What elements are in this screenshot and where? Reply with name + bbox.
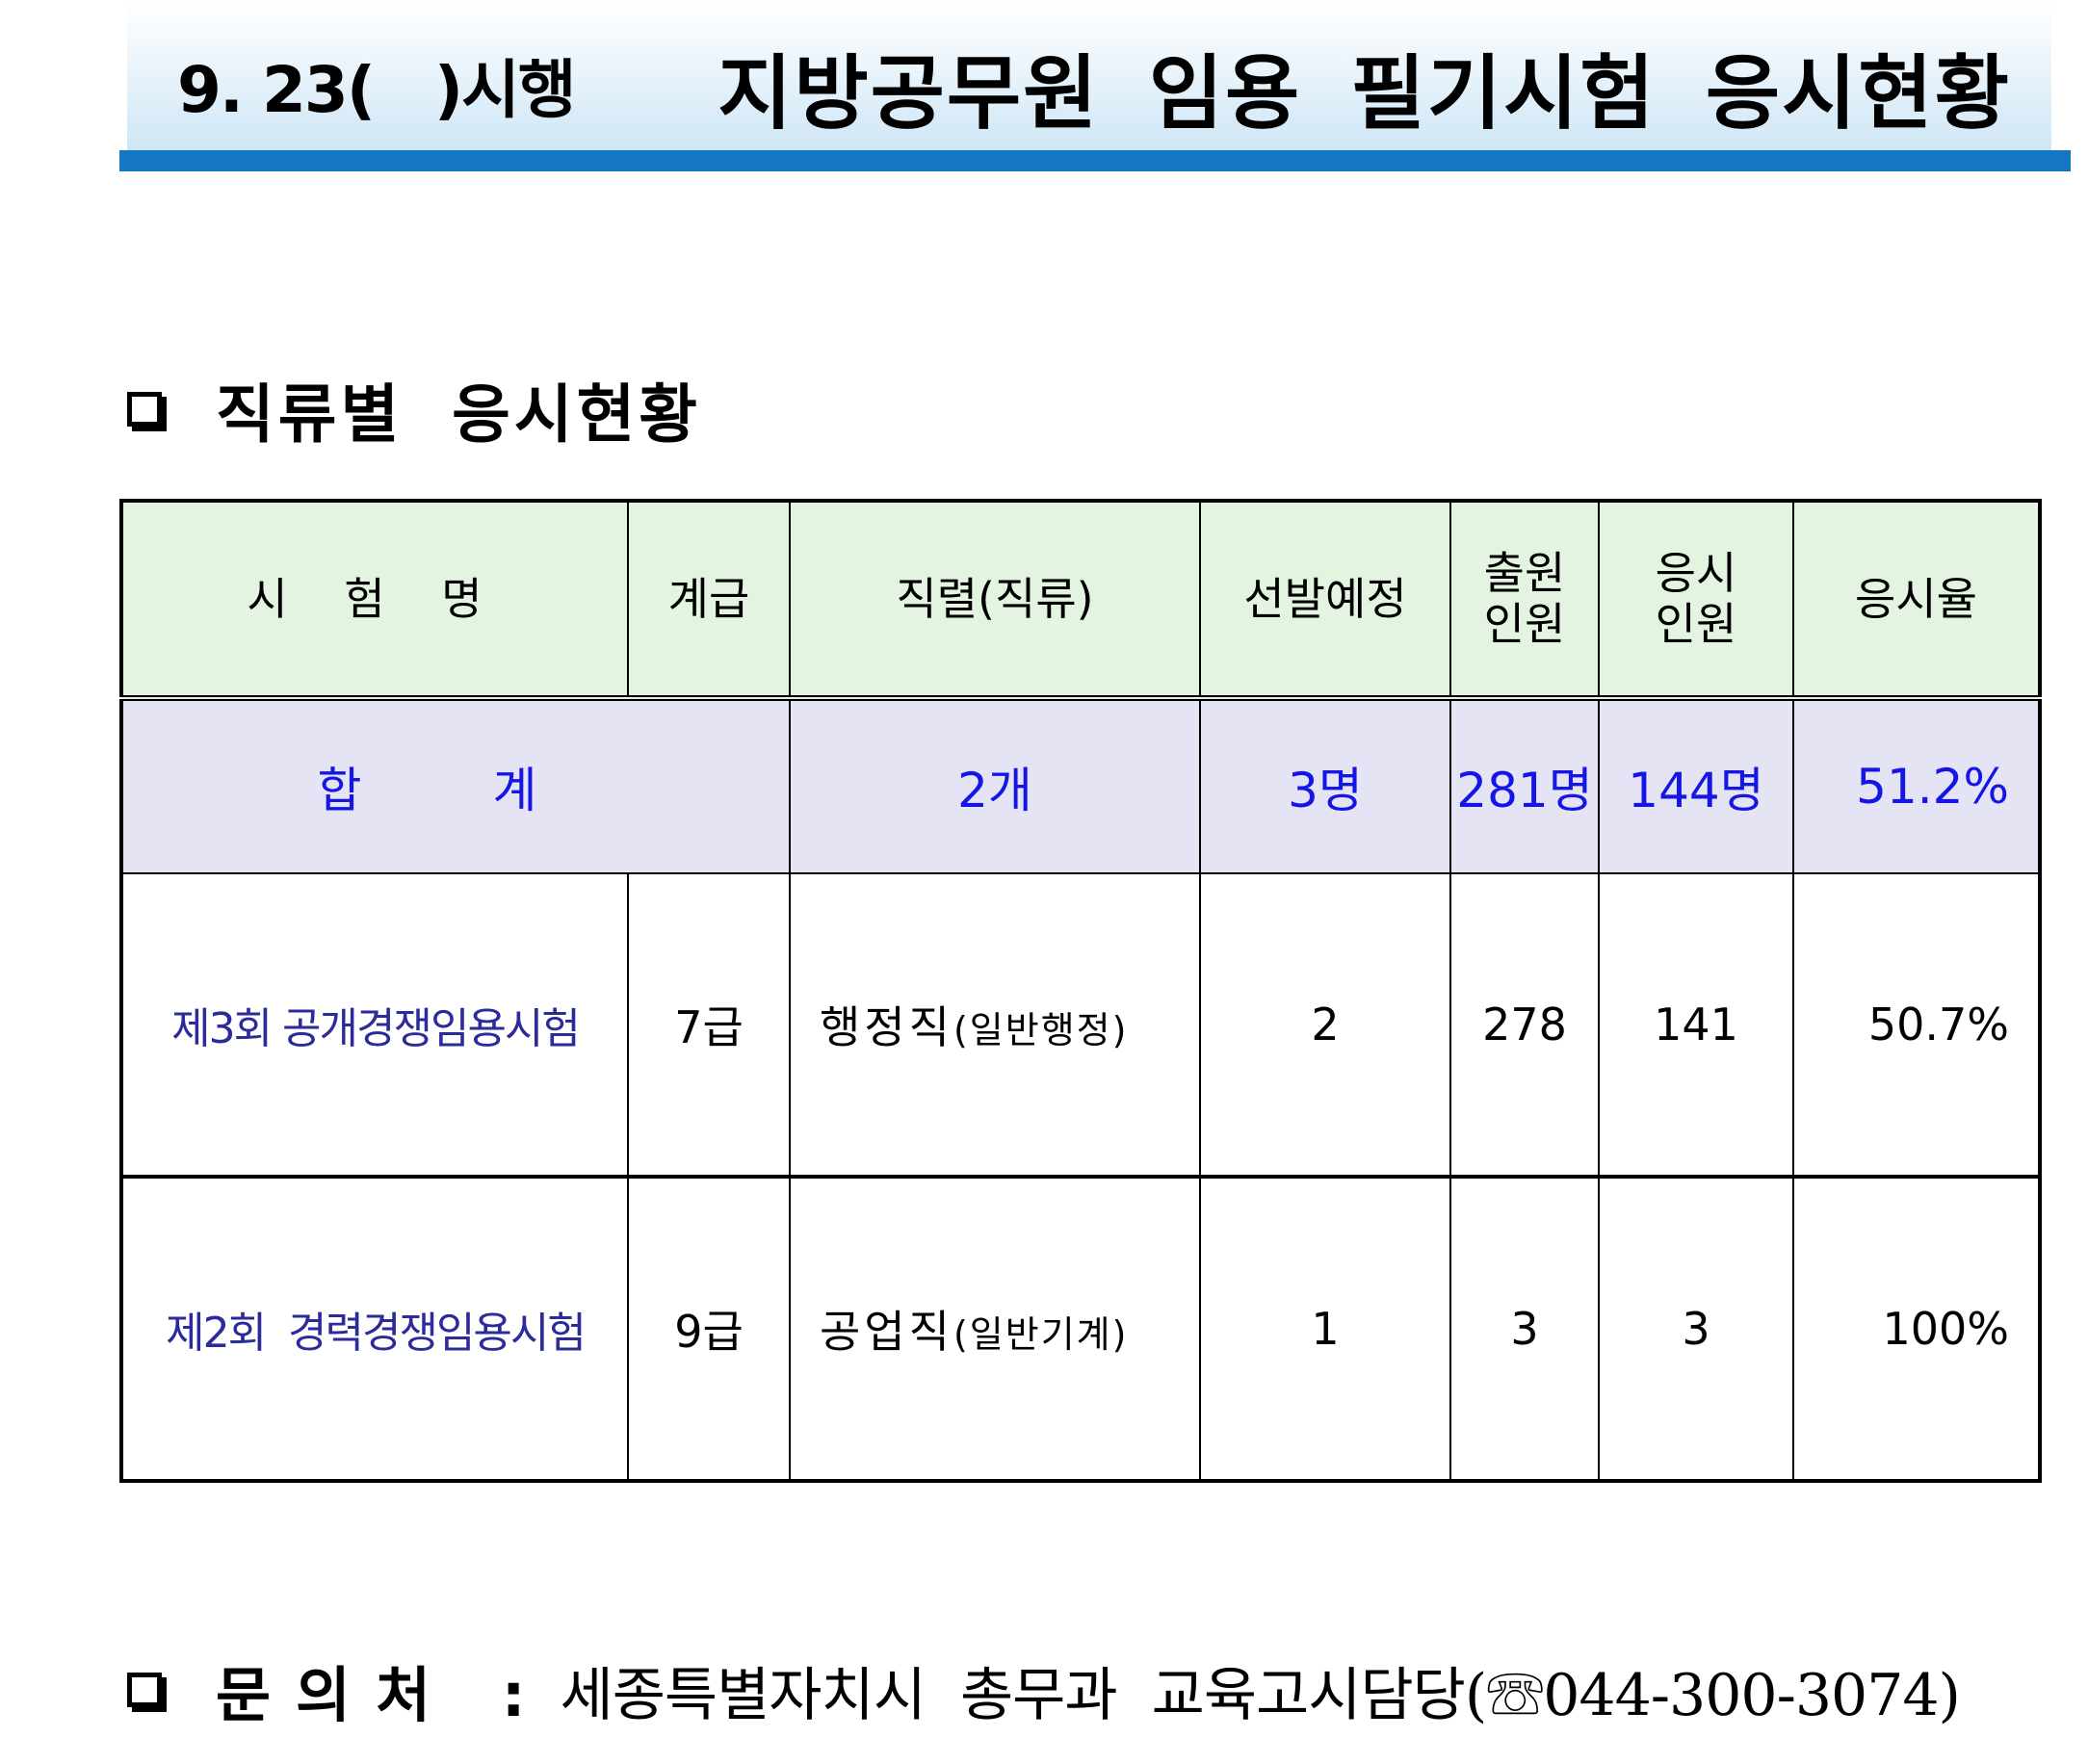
- contact-value: 세종특별자치시 총무과 교육고시담당(☏044-300-3074): [560, 1661, 1961, 1729]
- checkbox-bullet-icon: [127, 392, 162, 427]
- rate-cell: 100%: [1792, 1176, 2041, 1483]
- rate-cell: 50.7%: [1792, 872, 2041, 1179]
- table-row: 제2회 경력경쟁임용시험 9급 공업직(일반기계) 1 3 3 100%: [120, 1176, 2041, 1483]
- col-header-planned: 선발예정: [1199, 500, 1451, 701]
- grade-cell: 9급: [627, 1176, 791, 1483]
- col-header-exam: 시 험 명: [120, 500, 629, 701]
- planned-cell: 1: [1199, 1176, 1451, 1483]
- applicants-cell: 278: [1449, 872, 1600, 1179]
- exam-name-cell: 제2회 경력경쟁임용시험: [120, 1176, 629, 1483]
- col-header-rate: 응시율: [1792, 500, 2041, 701]
- total-planned: 3명: [1199, 697, 1451, 874]
- exam-date: 9. 23( )시행: [177, 53, 577, 127]
- section-heading: 직류별 응시현황: [127, 366, 701, 453]
- checkbox-bullet-icon: [127, 1673, 162, 1707]
- examinees-cell: 141: [1598, 872, 1794, 1179]
- header-banner: [127, 0, 2051, 150]
- total-examinees: 144명: [1598, 697, 1794, 874]
- exam-name-cell: 제3회 공개경쟁임용시험: [120, 872, 629, 1179]
- table-row-total: 합 계 2개 3명 281명 144명 51.2%: [120, 697, 2041, 874]
- col-header-grade: 계급: [627, 500, 791, 701]
- applicants-cell: 3: [1449, 1176, 1600, 1483]
- table-row: 제3회 공개경쟁임용시험 7급 행정직(일반행정) 2 278 141 50.7…: [120, 872, 2041, 1179]
- col-header-job: 직렬(직류): [789, 500, 1201, 701]
- contact-line: 문의처 : 세종특별자치시 총무과 교육고시담당(☏044-300-3074): [127, 1647, 1961, 1733]
- page-title: 지방공무원 임용 필기시험 응시현황: [718, 46, 2011, 141]
- contact-label: 문의처 :: [216, 1660, 551, 1730]
- col-header-examinees: 응시 인원: [1598, 500, 1794, 701]
- grade-cell: 7급: [627, 872, 791, 1179]
- col-header-applicants: 출원 인원: [1449, 500, 1600, 701]
- job-cell: 공업직(일반기계): [789, 1176, 1201, 1483]
- total-applicants: 281명: [1449, 697, 1600, 874]
- total-label: 합 계: [120, 697, 791, 874]
- application-status-table: 시 험 명 계급 직렬(직류) 선발예정 출원 인원 응시 인원 응시율 합 계…: [119, 499, 2042, 1483]
- planned-cell: 2: [1199, 872, 1451, 1179]
- job-cell: 행정직(일반행정): [789, 872, 1201, 1179]
- examinees-cell: 3: [1598, 1176, 1794, 1483]
- header-underline-bar: [119, 150, 2071, 171]
- section-title: 직류별 응시현황: [216, 377, 702, 452]
- total-job-count: 2개: [789, 697, 1201, 874]
- table-header-row: 시 험 명 계급 직렬(직류) 선발예정 출원 인원 응시 인원 응시율: [120, 500, 2041, 701]
- total-rate: 51.2%: [1792, 697, 2041, 874]
